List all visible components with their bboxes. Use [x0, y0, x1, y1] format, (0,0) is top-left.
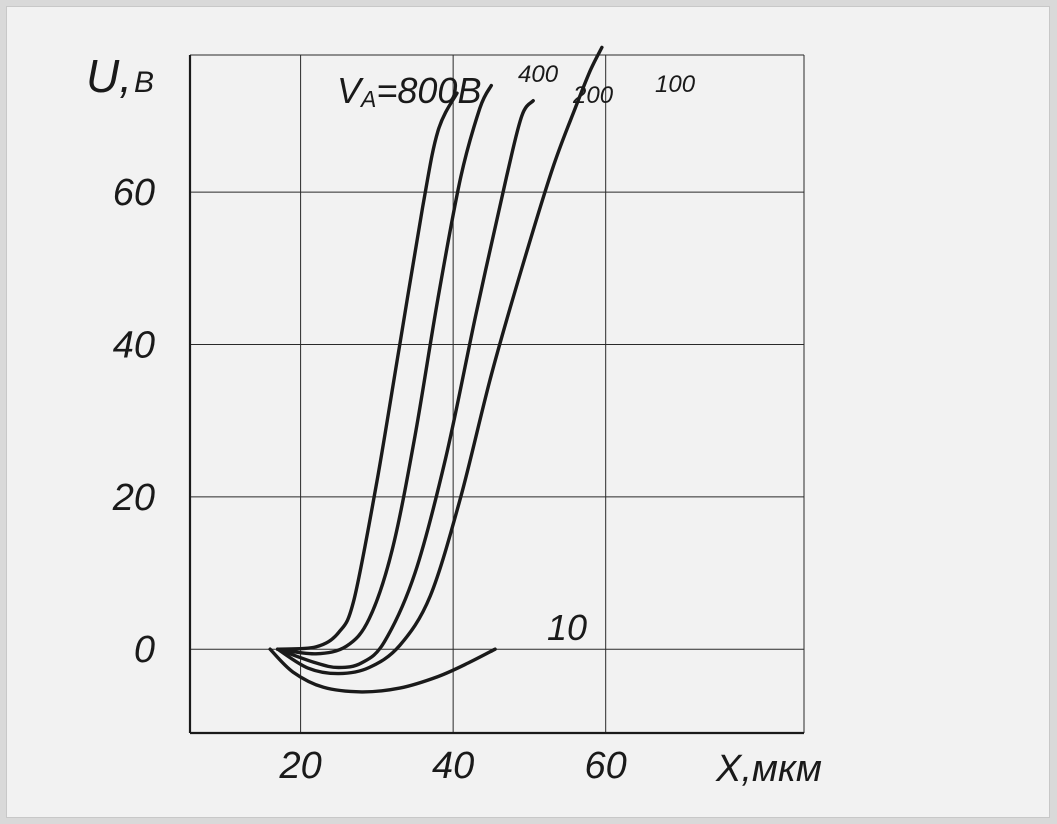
curve-label-400: 400	[518, 61, 559, 88]
curve-label-10: 10	[547, 607, 587, 648]
x-axis-label: X,мкм	[715, 748, 822, 790]
y-tick-label-60: 60	[113, 172, 155, 214]
x-tick-label-20: 20	[278, 745, 321, 787]
series-line-100	[276, 45, 604, 676]
curve-label-100: 100	[655, 71, 696, 98]
series-line-200	[276, 99, 535, 670]
series-line-10	[268, 647, 497, 694]
figure-panel	[6, 6, 1050, 818]
curve-label-200: 200	[572, 82, 614, 109]
y-tick-label-40: 40	[113, 324, 155, 366]
x-tick-label-60: 60	[585, 745, 627, 787]
y-axis-label: U,В	[86, 50, 154, 102]
y-tick-label-20: 20	[112, 477, 155, 519]
series-line-800	[276, 91, 459, 651]
series-line-400	[276, 83, 493, 656]
va-label: VA=800В	[337, 70, 481, 112]
y-tick-label-0: 0	[134, 629, 155, 671]
x-tick-label-40: 40	[432, 745, 474, 787]
